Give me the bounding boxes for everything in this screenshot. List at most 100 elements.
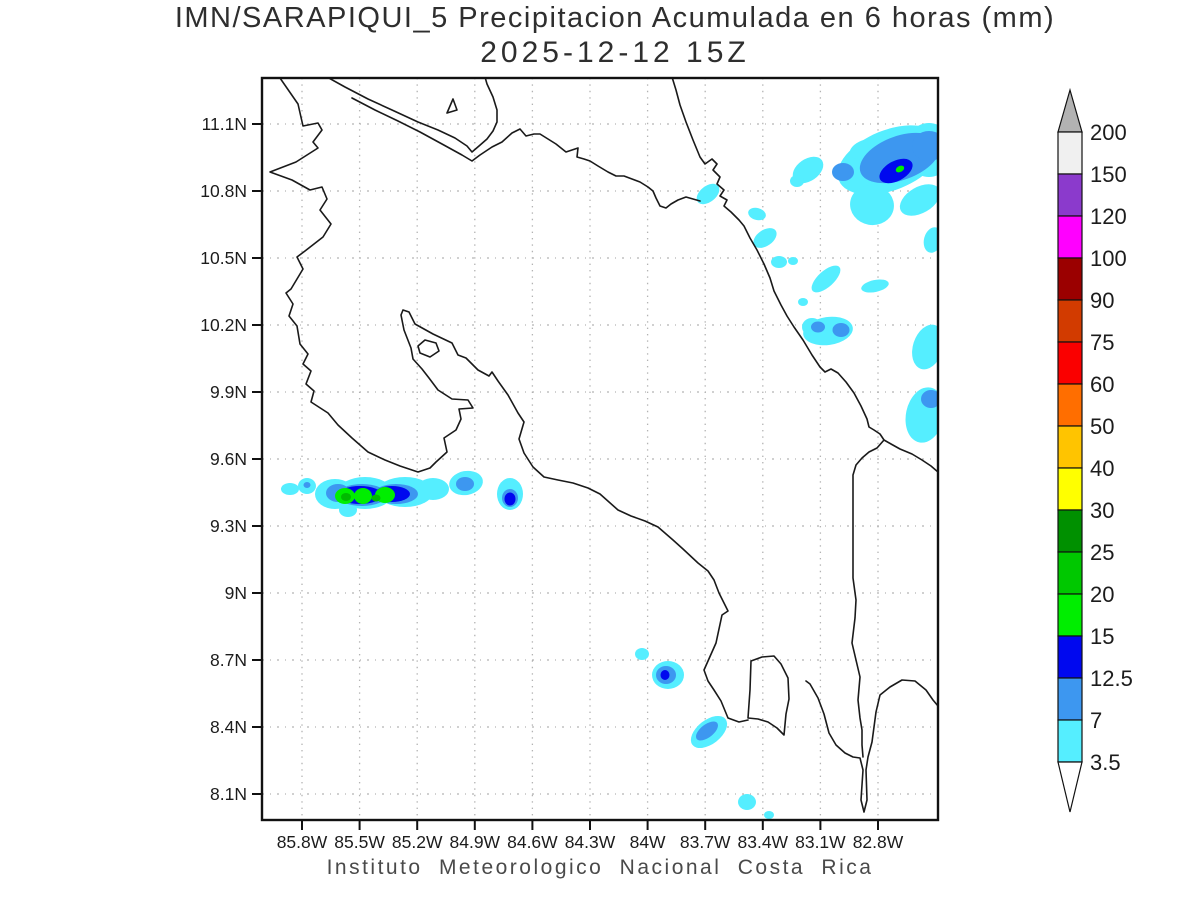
- lon-label: 84.6W: [507, 832, 558, 852]
- lon-label: 83.1W: [795, 832, 846, 852]
- precip-cell: [899, 184, 938, 216]
- island-ometepe: [446, 98, 458, 114]
- golfo-dulce-osa-loop: [747, 655, 790, 736]
- precip-cell: [341, 493, 351, 501]
- colorbar-label: 120: [1090, 204, 1127, 229]
- precip-cell: [504, 492, 516, 506]
- plot-title-date: 2025-12-12 15Z: [480, 36, 750, 69]
- precip-cell: [912, 324, 938, 370]
- precip-cell: [788, 257, 798, 265]
- precip-cell: [371, 494, 381, 502]
- precip-cell: [303, 482, 311, 488]
- precip-cell: [660, 670, 670, 680]
- colorbar-segment: [1057, 719, 1083, 763]
- plot-title: IMN/SARAPIQUI_5 Precipitacion Acumulada …: [15, 2, 1200, 70]
- colorbar-bottom-arrow: [1057, 761, 1083, 813]
- colorbar-segment: [1057, 593, 1083, 637]
- lat-label: 11.1N: [202, 114, 247, 134]
- precip-cell: [912, 131, 938, 161]
- map-frame: [260, 76, 940, 822]
- precip-cell: [354, 488, 372, 504]
- colorbar-top-arrow: [1057, 87, 1083, 133]
- precip-cell: [895, 165, 905, 173]
- precip-cell: [417, 478, 449, 500]
- lat-label: 8.7N: [210, 650, 247, 670]
- lon-label: 85.2W: [392, 832, 443, 852]
- precip-cell: [798, 298, 808, 306]
- precip-cell: [861, 279, 889, 293]
- colorbar-label: 12.5: [1090, 666, 1133, 691]
- precip-cell: [748, 207, 766, 221]
- lat-label: 10.2N: [200, 315, 247, 335]
- lon-label: 82.8W: [853, 832, 904, 852]
- precip-cell: [696, 721, 718, 741]
- colorbar-segment: [1057, 635, 1083, 679]
- colorbar-segment: [1057, 551, 1083, 595]
- precip-cell: [635, 648, 649, 660]
- lon-label: 83.4W: [738, 832, 789, 852]
- lon-label: 84W: [630, 832, 666, 852]
- plot-title-line1: IMN/SARAPIQUI_5 Precipitacion Acumulada …: [174, 2, 1056, 34]
- colorbar-label: 200: [1090, 120, 1127, 145]
- precip-cell: [790, 175, 804, 187]
- precip-cell: [921, 390, 938, 408]
- lat-label: 9.3N: [210, 516, 247, 536]
- precip-cell: [738, 794, 756, 810]
- lat-label: 10.5N: [200, 248, 247, 268]
- colorbar-segment: [1057, 509, 1083, 553]
- colorbar-label: 60: [1090, 372, 1114, 397]
- colorbar-label: 15: [1090, 624, 1114, 649]
- lat-label: 9.6N: [210, 449, 247, 469]
- lon-label: 85.5W: [334, 832, 385, 852]
- island-chira: [417, 339, 440, 358]
- colorbar-segment: [1057, 299, 1083, 343]
- colorbar-label: 40: [1090, 456, 1114, 481]
- colorbar-label: 100: [1090, 246, 1127, 271]
- coastline-south-pacific-burica: [805, 679, 938, 813]
- border-panama: [851, 439, 885, 758]
- colorbar-label: 25: [1090, 540, 1114, 565]
- axis-ticks: [252, 123, 879, 830]
- precip-cell: [923, 227, 938, 253]
- axis-labels: 85.8W 85.5W 85.2W 84.9W 84.6W 84.3W 84W 83.7W 83…: [200, 114, 903, 852]
- precip-cell: [832, 323, 850, 337]
- colorbar-label: 90: [1090, 288, 1114, 313]
- precip-cell: [456, 477, 474, 491]
- lat-label: 9N: [225, 583, 247, 603]
- lon-label: 84.9W: [450, 832, 501, 852]
- colorbar-label: 20: [1090, 582, 1114, 607]
- precip-cell: [832, 163, 854, 181]
- colorbar-segment: [1057, 425, 1083, 469]
- coastline-pacific-nicoya: [269, 78, 749, 723]
- colorbar-label: 7: [1090, 708, 1102, 733]
- coastline-caribbean: [671, 78, 938, 473]
- coastline-group: [269, 78, 938, 813]
- lon-label: 84.3W: [565, 832, 616, 852]
- precip-cell: [339, 503, 357, 517]
- colorbar-segment: [1057, 467, 1083, 511]
- lon-label: 83.7W: [680, 832, 731, 852]
- colorbar-segment: [1057, 341, 1083, 385]
- lon-label: 85.8W: [277, 832, 328, 852]
- precip-cell: [753, 228, 777, 248]
- lat-label: 8.1N: [210, 784, 247, 804]
- colorbar-segment: [1057, 131, 1083, 175]
- colorbar-segment: [1057, 257, 1083, 301]
- colorbar-label: 30: [1090, 498, 1114, 523]
- colorbar-label: 75: [1090, 330, 1114, 355]
- precip-cell: [771, 256, 787, 268]
- lat-label: 8.4N: [210, 717, 247, 737]
- precip-cell: [764, 811, 774, 819]
- colorbar-label: 50: [1090, 414, 1114, 439]
- colorbar-label: 3.5: [1090, 750, 1121, 775]
- colorbar-segment: [1057, 383, 1083, 427]
- border-nicaragua: [351, 97, 701, 209]
- lat-label: 9.9N: [210, 382, 247, 402]
- colorbar-segment: [1057, 173, 1083, 217]
- precip-cell: [696, 183, 720, 205]
- lat-label: 10.8N: [200, 181, 247, 201]
- footer-attribution: Instituto Meteorologico Nacional Costa R…: [326, 856, 874, 879]
- precipitation-shading: [281, 123, 938, 819]
